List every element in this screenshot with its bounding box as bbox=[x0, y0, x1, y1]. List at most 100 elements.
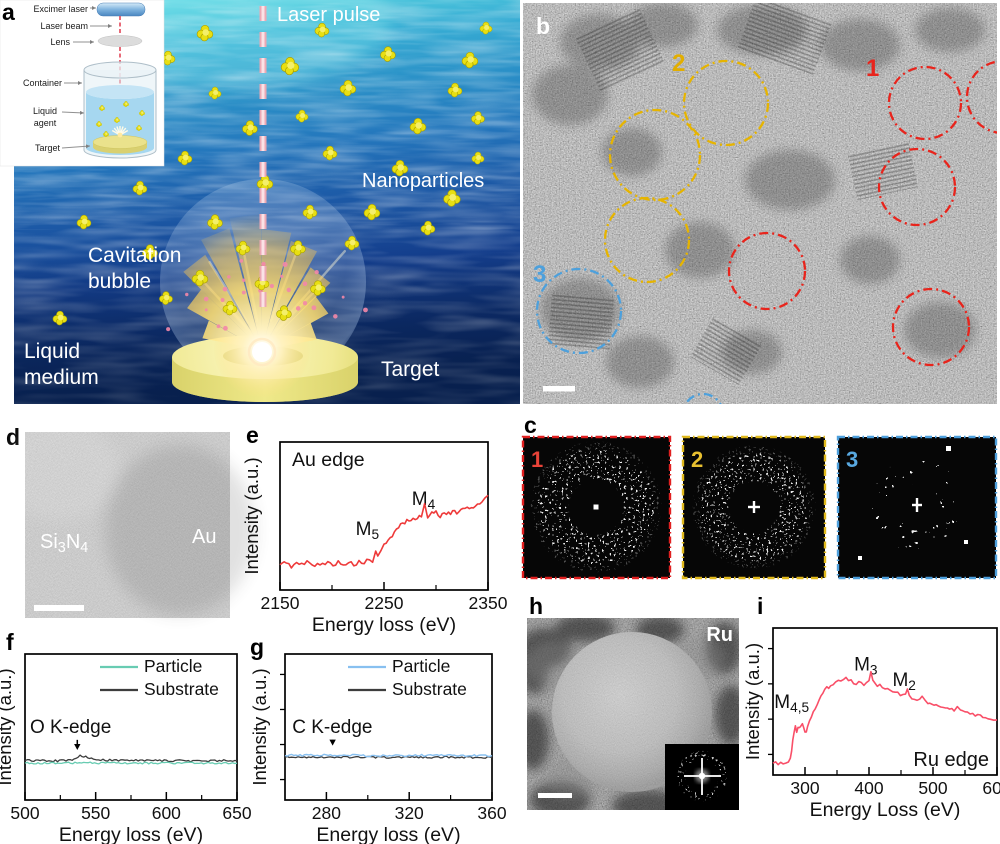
panel-letter-e: e bbox=[246, 422, 259, 448]
scale-bar-h bbox=[538, 793, 572, 798]
annotation-label: M5 bbox=[356, 519, 380, 542]
fft-inset-h bbox=[665, 744, 739, 810]
annotation-label: M2 bbox=[892, 670, 915, 693]
x-tick-label: 650 bbox=[222, 803, 251, 823]
nanoparticles-label: Nanoparticles bbox=[362, 170, 484, 192]
x-tick-label: 360 bbox=[477, 803, 506, 823]
panel-b-hrtem: 1 2 3 b bbox=[523, 3, 997, 404]
region-3-number: 3 bbox=[533, 261, 546, 288]
si3n4-region-highlight bbox=[0, 420, 120, 520]
panel-letter-a: a bbox=[2, 0, 15, 25]
pink-spark bbox=[295, 306, 301, 311]
series-au-edge-spectrum bbox=[279, 494, 489, 569]
chart-title: Au edge bbox=[292, 449, 365, 471]
marked-regions bbox=[535, 59, 997, 404]
legend-label-particle: Particle bbox=[144, 656, 202, 676]
pink-spark bbox=[282, 261, 288, 268]
annotation-label: C K-edge bbox=[292, 717, 372, 738]
pink-spark bbox=[311, 305, 317, 311]
region-2-circle-c bbox=[603, 196, 691, 284]
x-tick-label: 600 bbox=[982, 778, 1000, 798]
panel-e-au-edge-chart: 2150 2250 2350 Energy loss (eV) Intensity (a… bbox=[241, 441, 508, 636]
panel-letter-b: b bbox=[536, 13, 550, 39]
y-axis-label: Intensity (a.u.) bbox=[0, 668, 15, 785]
panel-h-stem-ru: h bbox=[527, 593, 739, 810]
scale-bar-d bbox=[34, 605, 84, 611]
pink-spark bbox=[166, 327, 171, 332]
panel-letter-c: c bbox=[524, 412, 537, 438]
ru-material-label: Ru bbox=[706, 624, 733, 646]
pink-spark bbox=[302, 281, 308, 286]
laser-beam-label: Laser beam bbox=[40, 21, 88, 31]
annotation-label: M4,5 bbox=[774, 692, 809, 715]
fft-3-center-cross bbox=[912, 498, 922, 512]
y-axis-label: Intensity (a.u.) bbox=[241, 457, 262, 574]
scale-bar-b bbox=[543, 386, 575, 392]
y-axis-label: Intensity (a.u.) bbox=[249, 668, 270, 785]
laser-pulse-label: Laser pulse bbox=[277, 4, 380, 26]
x-tick-label: 500 bbox=[918, 778, 947, 798]
plot-border bbox=[284, 653, 493, 801]
pink-spark bbox=[363, 307, 368, 313]
fft-2-center-cross bbox=[748, 501, 760, 513]
x-tick-label: 600 bbox=[152, 803, 181, 823]
panel-letter-f: f bbox=[6, 629, 14, 655]
fft-1-center-spot bbox=[593, 504, 599, 510]
panel-i-ru-edge-chart: 300 400 500 600 Energy Loss (eV) Intensity (a… bbox=[742, 627, 1000, 821]
hrtem-lattice-fringes bbox=[547, 3, 919, 385]
region-1-circle-c bbox=[727, 231, 807, 311]
region-1-circle-a bbox=[887, 65, 963, 141]
cavitation-bubble-label-line2: bubble bbox=[88, 270, 151, 293]
liquid-agent-label-line2: agent bbox=[34, 118, 57, 128]
pink-spark bbox=[185, 292, 189, 297]
fft-3-number: 3 bbox=[846, 447, 858, 472]
x-axis-label: Energy loss (eV) bbox=[316, 824, 460, 844]
fft-3-outlier-dots bbox=[858, 446, 968, 560]
fft-2-border bbox=[681, 435, 827, 580]
excimer-laser-label: Excimer laser bbox=[33, 4, 88, 14]
pink-spark bbox=[280, 274, 284, 278]
series-substrate bbox=[24, 754, 238, 763]
x-tick-label: 500 bbox=[10, 803, 39, 823]
inset-plasma-splash bbox=[111, 126, 129, 138]
region-1-circle-b bbox=[877, 147, 957, 227]
excimer-laser-head bbox=[96, 2, 146, 17]
panel-letter-i: i bbox=[757, 593, 763, 619]
region-2-circle-a bbox=[682, 59, 770, 147]
region-1-circle-d bbox=[891, 287, 971, 367]
pink-spark bbox=[222, 286, 228, 292]
pink-spark bbox=[333, 314, 338, 319]
pink-spark bbox=[203, 296, 209, 302]
legend-label-substrate: Substrate bbox=[144, 679, 219, 699]
fft-3: 3 bbox=[836, 435, 998, 580]
fft-1-number: 1 bbox=[531, 447, 543, 472]
inset-target-label: Target bbox=[35, 143, 61, 153]
pink-spark bbox=[302, 301, 308, 306]
fft-2: 2 bbox=[681, 435, 827, 580]
pink-spark bbox=[314, 270, 319, 275]
panel-letter-h: h bbox=[529, 593, 543, 619]
x-tick-label: 2150 bbox=[261, 593, 300, 613]
series-particle bbox=[24, 761, 238, 765]
annotation-label: M3 bbox=[854, 655, 877, 678]
liquid-medium-label-line2: medium bbox=[24, 366, 99, 389]
fft-2-number: 2 bbox=[691, 447, 703, 472]
region-2-number: 2 bbox=[672, 50, 685, 77]
liquid-agent-label-line1: Liquid bbox=[33, 106, 57, 116]
annotation-arrow-head bbox=[74, 744, 81, 751]
annotation-label: O K-edge bbox=[30, 717, 111, 738]
lens-shape bbox=[97, 35, 143, 47]
series-particle bbox=[284, 753, 493, 758]
liquid-medium-label-line1: Liquid bbox=[24, 340, 80, 363]
pink-spark bbox=[223, 325, 228, 331]
region-3-circle bbox=[535, 267, 623, 355]
au-label: Au bbox=[192, 526, 216, 548]
x-tick-label: 320 bbox=[395, 803, 424, 823]
pink-spark bbox=[239, 259, 244, 263]
corner-label: Ru edge bbox=[913, 749, 989, 771]
pink-spark bbox=[241, 278, 246, 283]
splash-core bbox=[117, 132, 123, 138]
x-axis-label: Energy Loss (eV) bbox=[810, 799, 961, 821]
pink-spark bbox=[204, 308, 208, 312]
